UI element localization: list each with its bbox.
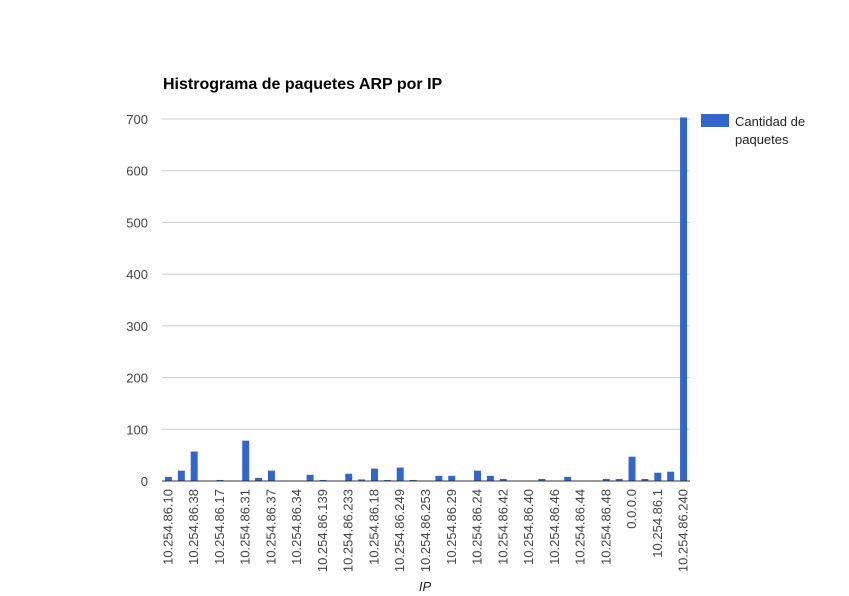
bar <box>615 478 623 481</box>
y-tick-label: 300 <box>126 319 148 334</box>
y-tick-label: 0 <box>141 474 148 489</box>
x-tick-label: 10.254.86.29 <box>444 489 459 565</box>
y-axis-ticks: 0 100 200 300 400 500 600 700 <box>126 112 148 489</box>
bar <box>242 440 250 481</box>
x-tick-label: 10.254.86.240 <box>676 489 691 572</box>
bar <box>319 479 327 481</box>
x-tick-label: 10.254.86.40 <box>521 489 536 565</box>
x-tick-label: 10.254.86.46 <box>547 489 562 565</box>
bar <box>370 468 378 481</box>
gridlines <box>162 118 690 430</box>
legend-label-line-1: Cantidad de <box>735 114 805 129</box>
x-tick-label: 10.254.86.44 <box>573 489 588 565</box>
bar <box>448 475 456 481</box>
y-tick-label: 200 <box>126 371 148 386</box>
x-tick-label: 10.254.86.233 <box>341 489 356 572</box>
legend-swatch <box>701 114 729 127</box>
bar <box>216 479 224 481</box>
bar <box>164 476 172 481</box>
x-tick-label: 10.254.86.17 <box>212 489 227 565</box>
bar <box>345 473 353 481</box>
y-tick-label: 100 <box>126 422 148 437</box>
bar <box>383 479 391 481</box>
x-tick-label: 10.254.86.31 <box>238 489 253 565</box>
x-tick-label: 10.254.86.34 <box>289 489 304 565</box>
x-tick-label: 10.254.86.37 <box>263 489 278 565</box>
y-tick-label: 500 <box>126 215 148 230</box>
bar <box>255 477 263 481</box>
x-tick-label: 10.254.86.139 <box>315 489 330 572</box>
bar <box>486 475 494 481</box>
bar <box>538 478 546 481</box>
bar <box>306 474 314 481</box>
x-tick-label: 10.254.86.1 <box>650 489 665 558</box>
x-tick-label: 10.254.86.48 <box>598 489 613 565</box>
y-tick-label: 700 <box>126 112 148 127</box>
x-axis-ticks: 10.254.86.10 10.254.86.38 10.254.86.17 10.2… <box>160 489 690 572</box>
bar <box>564 476 572 481</box>
y-tick-label: 600 <box>126 164 148 179</box>
legend-label-line-2: paquetes <box>735 132 789 147</box>
bar <box>267 470 275 481</box>
bar <box>409 479 417 481</box>
y-tick-label: 400 <box>126 267 148 282</box>
bar <box>190 451 198 481</box>
x-tick-label: 10.254.86.24 <box>470 489 485 565</box>
bars <box>164 117 688 481</box>
bar <box>602 478 610 481</box>
bar <box>499 478 507 481</box>
bar <box>474 470 482 481</box>
bar <box>435 475 443 481</box>
bar <box>680 117 688 481</box>
x-tick-label: 10.254.86.249 <box>392 489 407 572</box>
x-axis-title: IP <box>419 579 432 594</box>
chart-title: Histrograma de paquetes ARP por IP <box>163 76 443 93</box>
legend: Cantidad de paquetes <box>701 114 805 147</box>
bar <box>628 456 636 481</box>
bar <box>358 479 366 481</box>
bar <box>396 467 404 481</box>
bar <box>177 470 185 481</box>
bar <box>641 478 649 481</box>
x-tick-label: 10.254.86.42 <box>495 489 510 565</box>
x-tick-label: 10.254.86.38 <box>186 489 201 565</box>
x-tick-label: 10.254.86.10 <box>160 489 175 565</box>
x-tick-label: 0.0.0.0 <box>624 489 639 529</box>
bar <box>654 472 662 481</box>
x-tick-label: 10.254.86.18 <box>366 489 381 565</box>
x-tick-label: 10.254.86.253 <box>418 489 433 572</box>
bar <box>667 471 675 481</box>
